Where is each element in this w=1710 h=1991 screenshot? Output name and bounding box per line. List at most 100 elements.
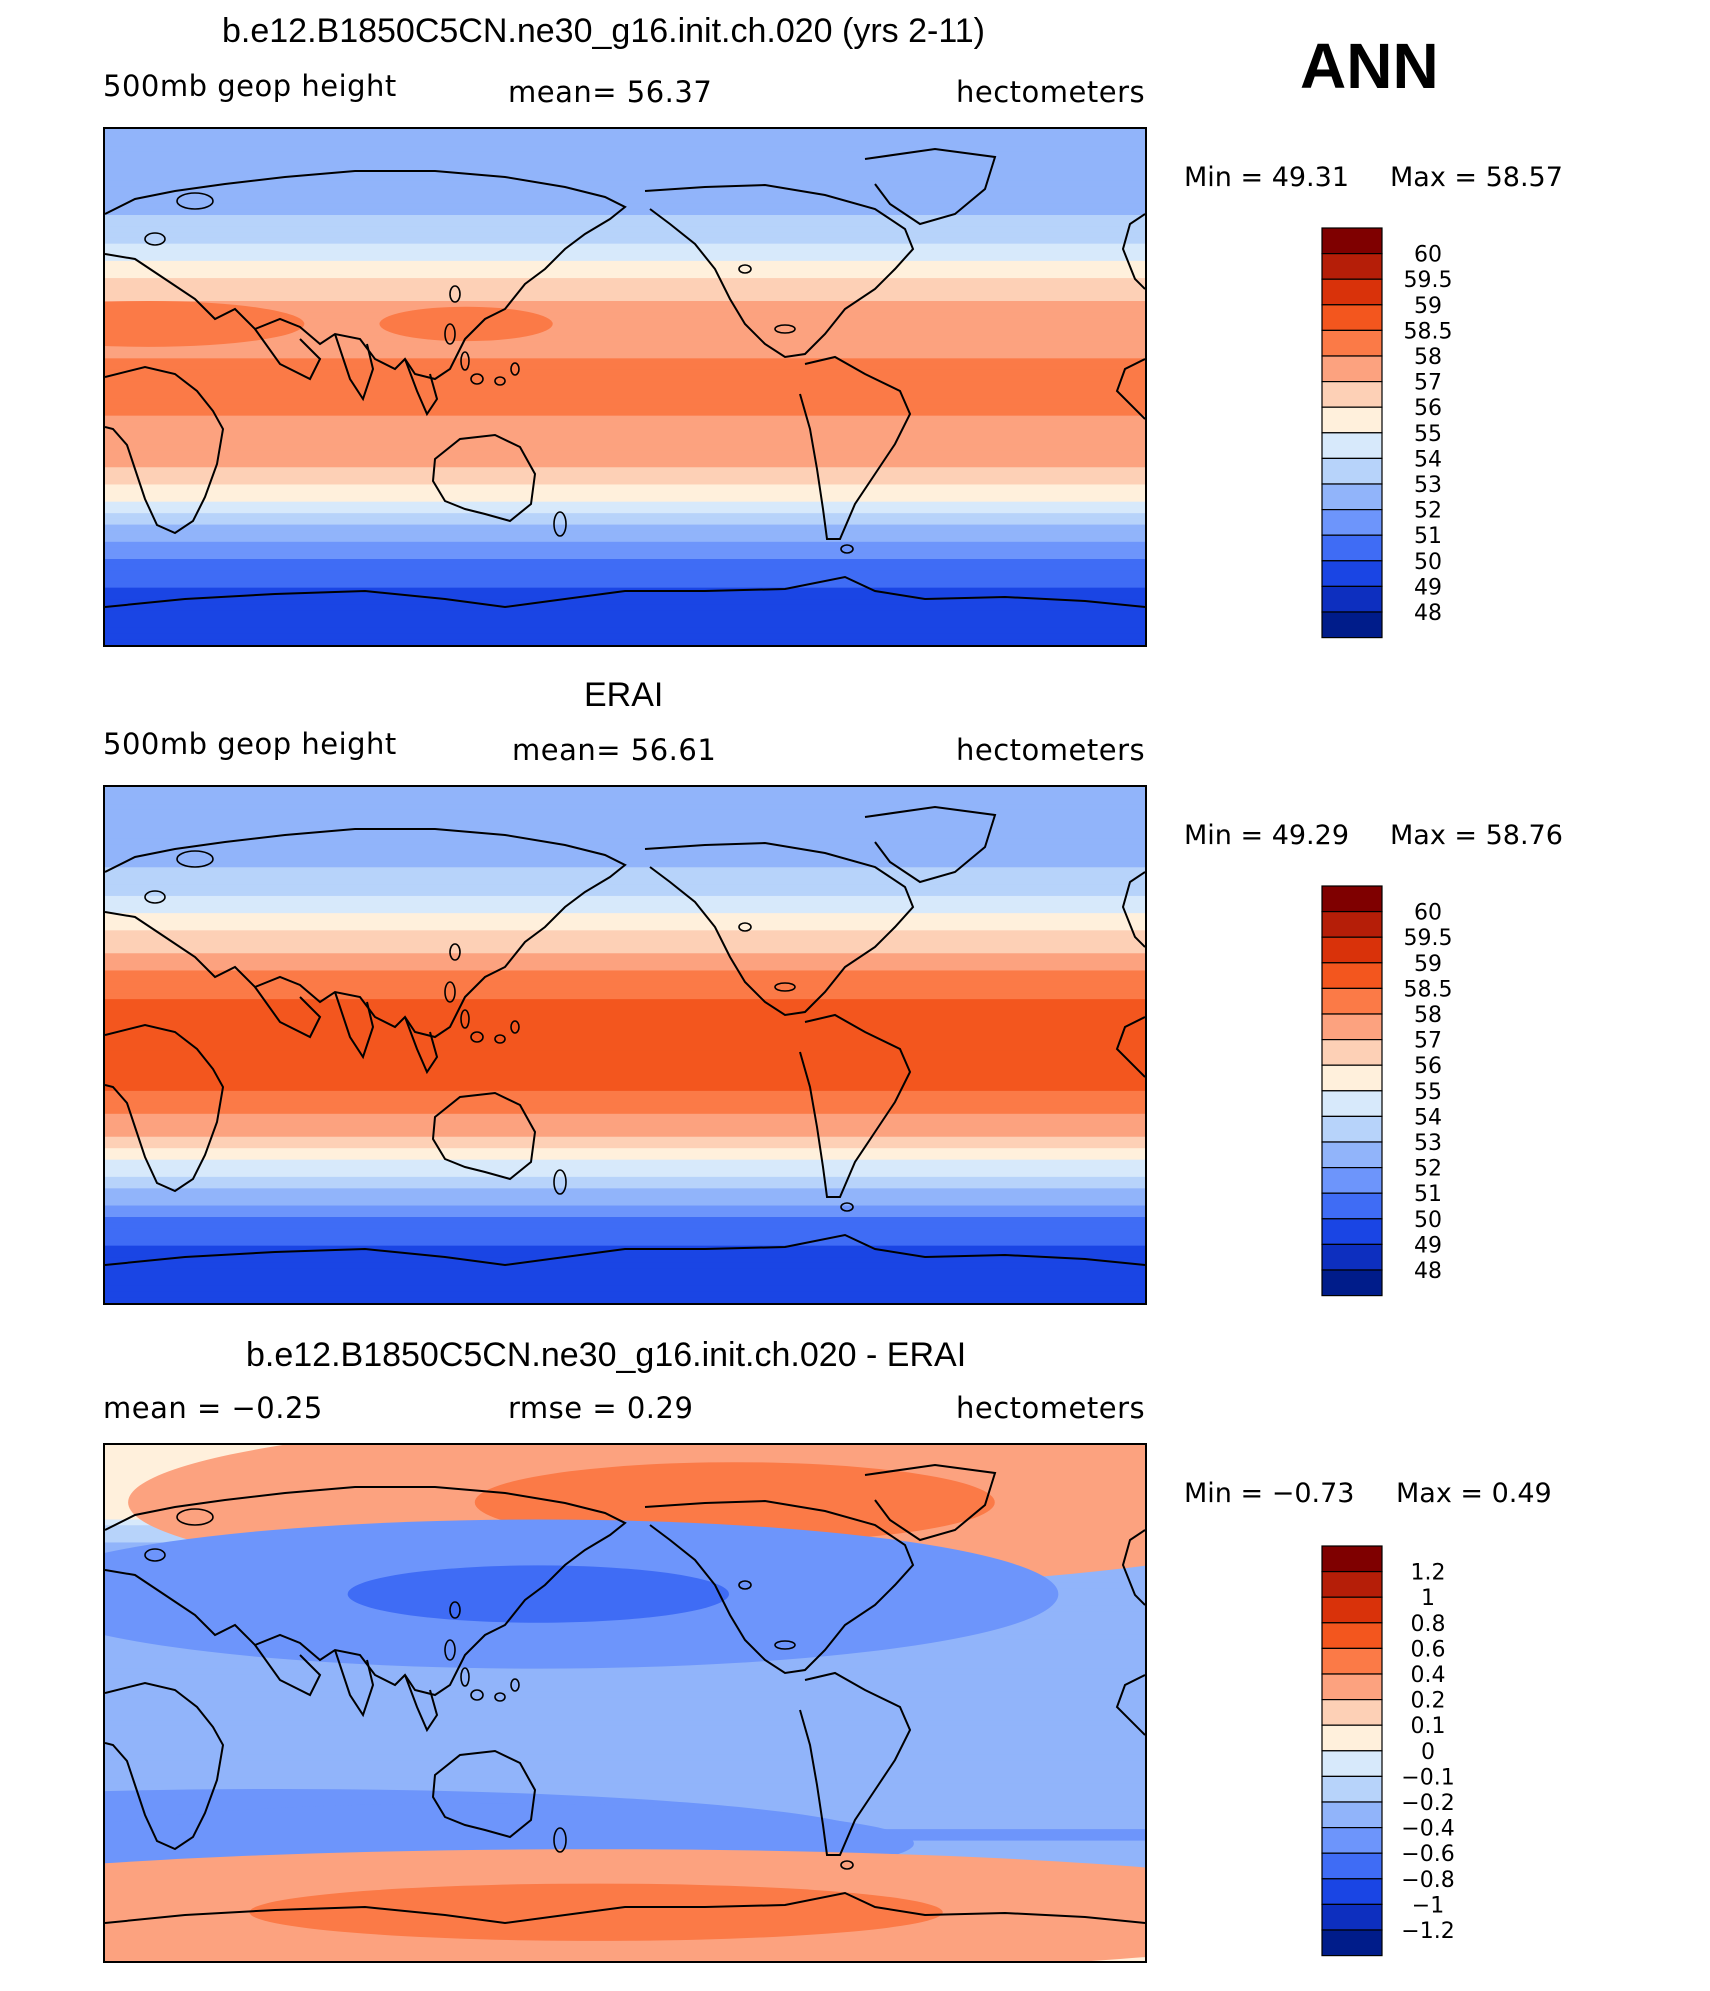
- colorbar-swatch: [1321, 1090, 1383, 1118]
- island-outline: [774, 982, 796, 992]
- coastline: [799, 1671, 912, 1856]
- colorbar-label: −0.4: [1401, 1817, 1454, 1842]
- colorbar-label: −0.1: [1401, 1765, 1454, 1790]
- colorbar-label: −0.8: [1401, 1868, 1454, 1893]
- panel1-title: b.e12.B1850C5CN.ne30_g16.init.ch.020 (yr…: [222, 12, 985, 50]
- contour-band: [105, 255, 1145, 262]
- contour-band: [105, 1096, 1145, 1103]
- contour-band: [105, 1257, 1145, 1264]
- contour-band: [105, 1171, 1145, 1178]
- contour-band: [105, 959, 1145, 966]
- colorbar-swatch: [1321, 1571, 1383, 1598]
- contour-band: [105, 289, 1145, 296]
- coastline: [644, 183, 915, 359]
- contour-band: [105, 890, 1145, 897]
- contour-band: [105, 197, 1145, 205]
- panel1-min: Min = 49.31: [1184, 162, 1349, 193]
- colorbar-label: 59.5: [1404, 268, 1453, 293]
- coastline: [1115, 1016, 1145, 1078]
- contour-band: [105, 913, 1145, 920]
- colorbar-swatch: [1321, 1243, 1383, 1271]
- coastline: [431, 1091, 537, 1181]
- contour-band: [105, 1691, 1145, 1698]
- coastline: [431, 433, 537, 523]
- contour-band: [105, 964, 1145, 972]
- contour-band: [105, 323, 1145, 331]
- colorbar-swatch: [1321, 1039, 1383, 1066]
- contour-band: [105, 1119, 1145, 1126]
- contour-band: [105, 878, 1145, 886]
- panel2-contour-field: [105, 787, 1145, 1303]
- contour-band: [105, 1720, 1145, 1727]
- contour-band: [105, 918, 1145, 926]
- colorbar-label: 57: [1414, 1029, 1442, 1054]
- coastline: [105, 575, 1145, 609]
- coastline: [334, 333, 375, 402]
- contour-band: [105, 1697, 1145, 1704]
- contour-band: [105, 1142, 1145, 1149]
- contour-band: [105, 787, 1145, 794]
- contour-band: [105, 1268, 1145, 1275]
- contour-band: [105, 1131, 1145, 1138]
- contour-band: [105, 266, 1145, 273]
- coastline: [334, 1649, 375, 1718]
- island-outline: [460, 1667, 470, 1687]
- coastline: [105, 1681, 225, 1851]
- contour-band: [105, 518, 1145, 526]
- colorbar-swatch: [1321, 1750, 1383, 1778]
- colorbar-swatch: [1321, 1801, 1383, 1829]
- contour-band: [105, 404, 1145, 411]
- colorbar-swatch: [1321, 885, 1383, 913]
- colorbar-label: 0.4: [1411, 1663, 1446, 1688]
- contour-band: [105, 924, 1145, 931]
- colorbar-swatch: [1321, 509, 1383, 536]
- contour-band: [105, 559, 1145, 566]
- contour-band: [105, 576, 1145, 583]
- contour-band: [105, 832, 1145, 840]
- contour-band: [105, 1050, 1145, 1058]
- colorbar-label: 50: [1414, 1208, 1442, 1233]
- contour-band: [105, 243, 1145, 250]
- contour-band: [105, 1217, 1145, 1224]
- contour-band: [105, 1148, 1145, 1155]
- island-outline: [738, 264, 752, 274]
- contour-band: [105, 873, 1145, 880]
- contour-band: [105, 530, 1145, 537]
- contour-band: [105, 616, 1145, 623]
- contour-band: [105, 936, 1145, 943]
- contour-band: [105, 473, 1145, 480]
- contour-band: [105, 1159, 1145, 1166]
- colorbar-swatch: [1321, 304, 1383, 332]
- colorbar-label: 51: [1414, 524, 1442, 549]
- contour-band: [105, 392, 1145, 400]
- contour-band: [105, 1285, 1145, 1293]
- contour-band: [105, 639, 1145, 645]
- contour-band: [105, 369, 1145, 377]
- colorbar-label: 59: [1414, 294, 1442, 319]
- colorbar-label: 52: [1414, 1157, 1442, 1182]
- contour-band: [105, 450, 1145, 457]
- panel3-colorbar: 1.210.80.60.40.20.10−0.1−0.2−0.4−0.6−0.8…: [1321, 1545, 1455, 1957]
- contour-band: [105, 295, 1145, 302]
- contour-band: [105, 1737, 1145, 1744]
- contour-band: [105, 981, 1145, 989]
- contour-band: [105, 547, 1145, 554]
- contour-band: [105, 387, 1145, 394]
- contour-band: [105, 1783, 1145, 1790]
- contour-band: [105, 930, 1145, 937]
- colorbar-swatch: [1321, 1545, 1383, 1573]
- contour-band: [105, 415, 1145, 422]
- panel3-rmse: rmse = 0.29: [508, 1391, 694, 1425]
- coastline: [254, 986, 322, 1039]
- island-outline: [444, 323, 456, 345]
- island-outline: [144, 890, 166, 904]
- panel2-variable: 500mb geop height: [103, 727, 397, 761]
- coastline: [864, 147, 997, 226]
- island-outline: [449, 943, 461, 961]
- island-outline: [494, 376, 506, 386]
- colorbar-swatch: [1321, 1115, 1383, 1143]
- colorbar-swatch: [1321, 534, 1383, 562]
- colorbar-swatch: [1321, 987, 1383, 1015]
- colorbar-swatch: [1321, 432, 1383, 460]
